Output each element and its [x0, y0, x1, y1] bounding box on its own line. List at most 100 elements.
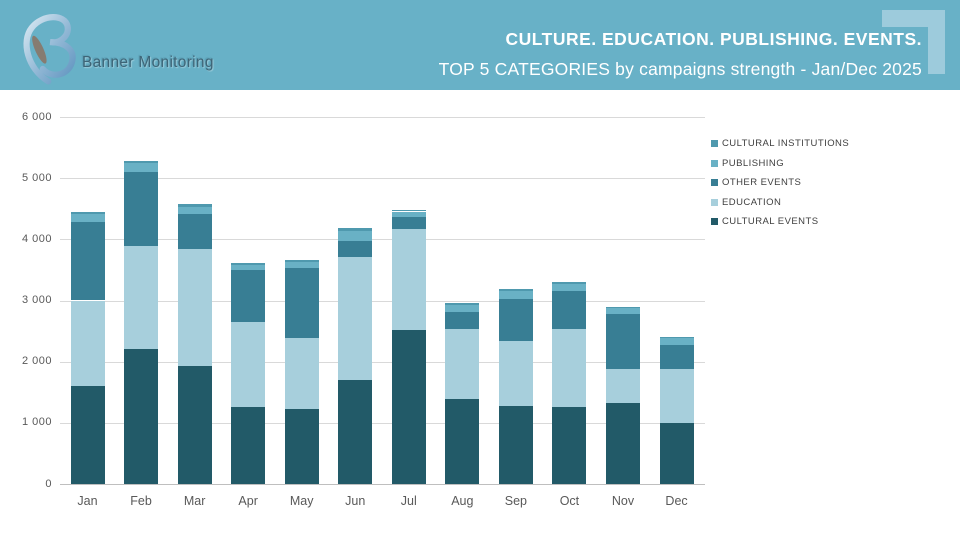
bar-segment-education-dec — [659, 369, 694, 424]
bar-segment-education-feb — [124, 246, 159, 349]
y-axis-label: 4 000 — [21, 232, 52, 245]
x-axis-label-oct: Oct — [559, 494, 580, 508]
bar-segment-cultural-institutions-sep — [498, 288, 533, 291]
y-axis-label: 5 000 — [21, 171, 52, 184]
legend-item-publishing: PUBLISHING — [711, 154, 849, 174]
x-axis-label-dec: Dec — [665, 494, 688, 508]
y-axis-label: 2 000 — [21, 355, 52, 368]
bar-segment-cultural-institutions-jan — [70, 211, 105, 215]
bar-segment-publishing-dec — [659, 338, 694, 346]
x-axis-label-nov: Nov — [611, 494, 635, 508]
gridline — [60, 300, 705, 302]
bar-segment-other-events-sep — [498, 298, 533, 342]
y-axis-label: 0 — [45, 477, 52, 490]
x-axis-line — [60, 484, 705, 485]
gridline — [60, 117, 705, 118]
bar-segment-education-aug — [445, 328, 480, 399]
legend-swatch-icon — [711, 198, 718, 206]
bar-segment-cultural-events-aug — [445, 398, 480, 484]
bar-segment-cultural-institutions-jul — [391, 209, 426, 212]
bar-segment-cultural-events-nov — [606, 403, 640, 484]
x-axis-label-may: May — [289, 494, 314, 508]
header-titles: CULTURE. EDUCATION. PUBLISHING. EVENTS. … — [439, 29, 922, 80]
x-axis-label-sep: Sep — [504, 494, 528, 508]
corner-accent-vertical — [928, 10, 945, 74]
bar-segment-cultural-institutions-oct — [552, 282, 587, 284]
legend-label: OTHER EVENTS — [722, 177, 802, 189]
bar-segment-education-sep — [498, 341, 533, 406]
legend-swatch-icon — [711, 159, 718, 167]
x-axis-label-apr: Apr — [238, 494, 258, 508]
bar-segment-other-events-oct — [552, 291, 587, 329]
bar-segment-cultural-institutions-apr — [231, 263, 266, 266]
bar-segment-other-events-aug — [445, 312, 480, 329]
y-axis-label: 6 000 — [21, 110, 52, 123]
bar-segment-other-events-nov — [606, 313, 640, 369]
bar-segment-cultural-institutions-mar — [177, 204, 212, 207]
x-axis-label-jun: Jun — [345, 494, 366, 508]
legend-swatch-icon — [711, 140, 718, 148]
bar-segment-cultural-events-may — [284, 408, 319, 484]
bar-segment-education-jun — [338, 257, 373, 380]
bar-segment-cultural-events-jul — [391, 329, 426, 484]
bar-segment-cultural-events-jan — [70, 386, 105, 484]
header-title: CULTURE. EDUCATION. PUBLISHING. EVENTS. — [505, 29, 922, 49]
bar-segment-cultural-events-jun — [338, 380, 373, 484]
legend-item-cultural-institutions: CULTURAL INSTITUTIONS — [711, 134, 849, 154]
legend-label: EDUCATION — [722, 196, 782, 208]
bar-segment-education-jan — [70, 300, 105, 387]
bar-segment-publishing-mar — [177, 206, 212, 214]
bar-segment-cultural-events-feb — [124, 348, 159, 484]
gridline — [60, 239, 705, 241]
bar-segment-other-events-jan — [70, 222, 105, 301]
bar-segment-other-events-apr — [231, 269, 266, 323]
chart-legend: CULTURAL INSTITUTIONS PUBLISHING OTHER EVE… — [711, 134, 849, 232]
bar-segment-cultural-events-apr — [231, 407, 266, 484]
bar-segment-cultural-events-dec — [659, 423, 694, 484]
legend-item-education: EDUCATION — [711, 193, 849, 213]
bar-segment-publishing-jul — [391, 211, 426, 218]
bar-segment-education-may — [284, 337, 319, 409]
bar-segment-publishing-aug — [445, 304, 480, 313]
bar-segment-publishing-sep — [498, 290, 533, 299]
bar-segment-publishing-jan — [70, 214, 105, 223]
bar-segment-cultural-institutions-nov — [606, 306, 640, 309]
logo-text: Banner Monitoring — [82, 54, 214, 71]
legend-item-other-events: OTHER EVENTS — [711, 173, 849, 193]
legend-label: CULTURAL INSTITUTIONS — [722, 138, 850, 150]
y-axis-label: 1 000 — [21, 416, 52, 429]
legend-item-cultural-events: CULTURAL EVENTS — [711, 212, 849, 232]
gridline — [60, 178, 705, 180]
bar-segment-cultural-events-oct — [552, 406, 587, 484]
bar-segment-publishing-may — [284, 261, 319, 269]
y-axis-label: 3 000 — [21, 294, 52, 306]
bar-segment-publishing-feb — [124, 163, 159, 173]
header-banner: Banner Monitoring CULTURE. EDUCATION. PU… — [0, 0, 960, 93]
bar-segment-other-events-jul — [391, 217, 426, 229]
legend-swatch-icon — [711, 218, 718, 226]
header-subtitle: TOP 5 CATEGORIES by campaigns strength -… — [438, 59, 922, 79]
bar-segment-education-mar — [177, 249, 212, 366]
bar-segment-education-nov — [606, 369, 640, 404]
bar-segment-cultural-institutions-aug — [445, 302, 480, 305]
x-axis-label-mar: Mar — [183, 494, 206, 508]
x-axis-label-jan: Jan — [77, 494, 98, 508]
gridline — [60, 361, 705, 363]
bar-segment-other-events-jun — [338, 240, 373, 258]
bar-segment-cultural-institutions-may — [284, 259, 319, 262]
bar-segment-publishing-jun — [338, 230, 373, 241]
bar-segment-cultural-institutions-feb — [124, 161, 159, 164]
gridline — [60, 422, 705, 424]
bar-segment-education-jul — [391, 228, 426, 330]
bar-segment-other-events-dec — [659, 345, 694, 369]
bar-segment-publishing-nov — [606, 308, 640, 314]
x-axis-label-feb: Feb — [130, 494, 152, 508]
bar-segment-education-apr — [231, 322, 266, 408]
bar-segment-cultural-institutions-dec — [659, 336, 694, 339]
bar-segment-cultural-institutions-jun — [338, 228, 373, 231]
bar-segment-publishing-oct — [552, 283, 587, 292]
stacked-bar-chart: 0 1 000 2 000 3 000 4 000 5 000 6 000 Jan Feb Mar… — [0, 93, 960, 540]
bar-segment-other-events-may — [284, 268, 319, 338]
x-axis-label-aug: Aug — [451, 494, 474, 508]
